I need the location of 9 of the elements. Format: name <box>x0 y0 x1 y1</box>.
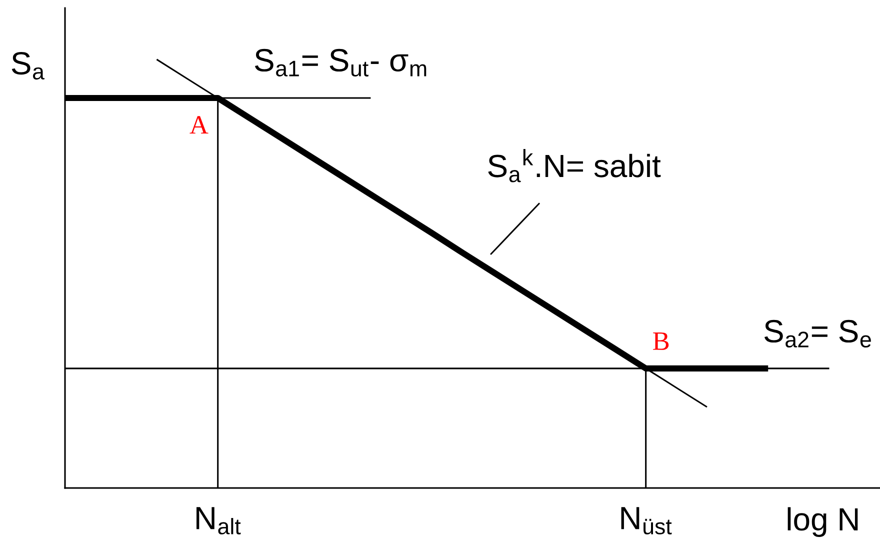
x-tick-label: N$_{üst}$ <box>621 507 672 534</box>
annotation: B <box>653 332 669 350</box>
annotation: S$_{a2}$= S$_{e}$ <box>764 320 871 348</box>
y-axis-title: S$_{a}$ <box>12 52 44 80</box>
annotation: S$_{a1}$= S$_{ut}$- σ$_{m}$ <box>254 48 426 76</box>
x-tick-label: N$_{alt}$ <box>196 507 241 534</box>
annotation: A <box>190 116 208 134</box>
annotation: S$_{a}$$^{k}$.N= sabit <box>488 149 661 182</box>
x-axis-title: log N <box>788 507 858 537</box>
